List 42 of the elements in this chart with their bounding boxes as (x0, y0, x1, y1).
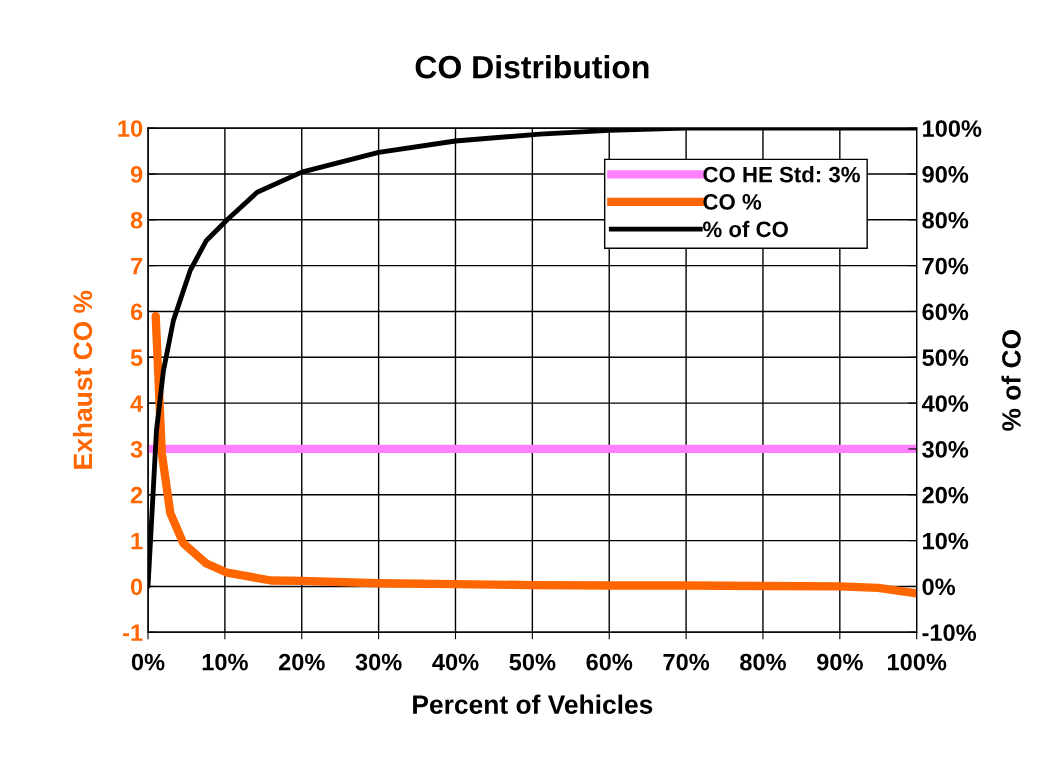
y2-tick-label: 80% (922, 211, 969, 229)
y-tick-label: 3 (130, 441, 143, 458)
y2-tick-label: 40% (921, 395, 969, 412)
y-tick-label: 6 (130, 303, 143, 321)
y2-tick-label: 20% (922, 486, 969, 504)
y2-tick-label: 50% (922, 349, 969, 367)
legend-label: CO % (703, 194, 762, 210)
legend-label: % of CO (703, 220, 788, 238)
y-tick-label: 10 (118, 120, 143, 137)
y-tick-label: 0 (130, 578, 143, 596)
y-tick-label: 1 (131, 532, 143, 550)
y-axis-title: Exhaust CO % (72, 290, 93, 469)
chart-title: CO Distribution (415, 55, 649, 79)
y2-tick-label: 30% (922, 441, 969, 458)
x-tick-label: 100% (888, 653, 947, 671)
y-tick-label: 9 (130, 166, 143, 183)
x-tick-label: 20% (278, 653, 325, 671)
x-tick-label: 50% (509, 653, 556, 671)
y-tick-label: 5 (130, 349, 143, 367)
y2-tick-label: 60% (922, 303, 969, 321)
x-tick-label: 30% (355, 653, 402, 671)
x-tick-label: 70% (663, 653, 710, 671)
x-tick-label: 40% (432, 653, 479, 671)
x-tick-label: 90% (817, 653, 863, 671)
y2-tick-label: 10% (923, 532, 969, 550)
y-tick-label: 7 (131, 257, 143, 275)
x-tick-label: 60% (586, 653, 633, 671)
y2-tick-label: -10% (922, 624, 977, 642)
x-axis-title: Percent of Vehicles (413, 694, 653, 714)
x-tick-label: 10% (202, 653, 248, 671)
x-tick-label: 80% (740, 653, 786, 671)
y-tick-label: 4 (130, 395, 144, 412)
y2-axis-title: % of CO (1001, 330, 1021, 431)
y2-tick-label: 70% (922, 257, 969, 275)
legend-label: CO HE Std: 3% (703, 166, 860, 183)
y-tick-label: 8 (130, 211, 143, 229)
y-tick-label: 2 (130, 486, 143, 504)
y2-tick-label: 90% (922, 166, 969, 183)
x-tick-label: 0% (131, 653, 165, 671)
y-tick-label: -1 (123, 624, 143, 641)
y2-tick-label: 100% (923, 120, 982, 137)
y2-tick-label: 0% (922, 578, 956, 596)
